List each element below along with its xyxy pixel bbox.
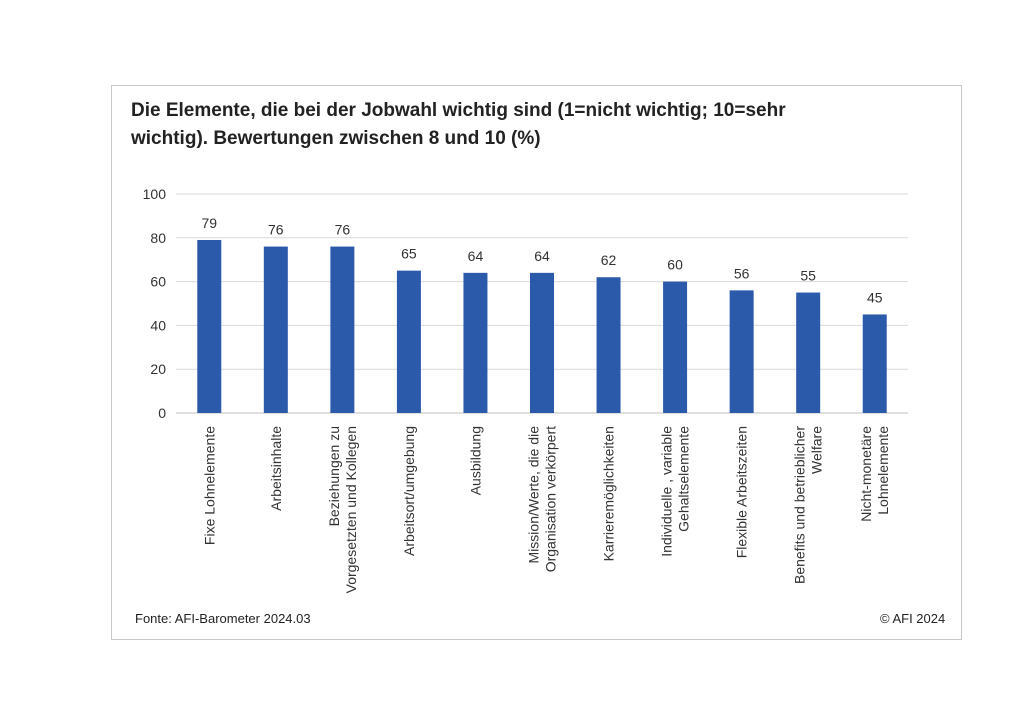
data-label: 76 (268, 222, 284, 238)
data-label: 76 (335, 222, 351, 238)
x-tick-label-line: Benefits und betrieblicher (792, 426, 808, 584)
data-label: 60 (667, 257, 683, 273)
data-label: 79 (201, 215, 217, 231)
x-tick-label: Flexible Arbeitszeiten (734, 426, 750, 558)
bar (596, 277, 621, 413)
x-tick-label: Karrieremöglichkeiten (601, 426, 617, 561)
x-tick-label: Arbeitsinhalte (268, 426, 284, 511)
x-tick-label-line: Vorgesetzten und Kollegen (343, 426, 359, 593)
x-tick-label: Benefits und betrieblicher Welfare (792, 426, 825, 584)
chart-title-line-1: Die Elemente, die bei der Jobwahl wichti… (131, 100, 786, 121)
y-tick-label: 40 (150, 317, 166, 333)
bar (330, 246, 355, 413)
y-tick-label: 80 (150, 230, 166, 246)
data-label: 55 (800, 268, 816, 284)
y-tick-label: 100 (143, 186, 167, 202)
x-tick-label-line: Lohnelemente (875, 426, 891, 515)
data-label: 64 (468, 248, 484, 264)
x-tick-label-line: Individuelle , variable (659, 426, 675, 557)
bar (263, 246, 288, 413)
x-tick-label: Arbeitsort/umgebung (401, 426, 417, 556)
x-tick-label-line: Arbeitsinhalte (268, 426, 284, 511)
x-tick-label: Mission/Werte, die die Organisation verkö… (526, 426, 559, 573)
bar (663, 281, 688, 413)
bar (729, 290, 754, 413)
x-tick-label-line: Nicht-monetäre (858, 426, 874, 522)
x-tick-label-line: Beziehungen zu (326, 426, 342, 526)
x-tick-label-line: Welfare (809, 426, 825, 474)
x-tick-label: Nicht-monetäre Lohnelemente (858, 426, 891, 522)
x-tick-label-line: Organisation verkörpert (543, 426, 559, 572)
y-tick-label: 60 (150, 274, 166, 290)
x-tick-label-line: Flexible Arbeitszeiten (734, 426, 750, 558)
bar (796, 292, 821, 413)
x-tick-label-line: Arbeitsort/umgebung (401, 426, 417, 556)
x-tick-label-line: Karrieremöglichkeiten (601, 426, 617, 561)
x-tick-label-line: Mission/Werte, die die (526, 426, 542, 564)
data-label: 56 (734, 265, 750, 281)
data-label: 65 (401, 246, 417, 262)
bar (862, 314, 887, 413)
bar (530, 272, 554, 413)
chart-title-line-2: wichtig). Bewertungen zwischen 8 und 10 … (131, 128, 541, 149)
y-tick-label: 20 (150, 361, 166, 377)
x-tick-label-line: Fixe Lohnelemente (201, 426, 217, 545)
x-tick-label-line: Ausbildung (467, 426, 483, 495)
chart-title: Die Elemente, die bei der Jobwahl wichti… (131, 97, 831, 153)
data-label: 64 (534, 248, 550, 264)
bar (463, 272, 488, 413)
x-tick-label-line: Gehaltselemente (676, 426, 692, 532)
x-tick-label: Individuelle , variable Gehaltselemente (659, 426, 692, 557)
y-tick-label: 0 (158, 405, 166, 421)
x-tick-label: Ausbildung (467, 426, 483, 495)
bar (197, 239, 222, 413)
source-note: Fonte: AFI-Barometer 2024.03 (135, 611, 311, 626)
data-label: 62 (601, 252, 617, 268)
copyright-note: © AFI 2024 (880, 611, 946, 626)
data-label: 45 (867, 289, 883, 305)
bar (396, 270, 421, 413)
x-tick-label: Fixe Lohnelemente (201, 426, 217, 545)
x-tick-label: Beziehungen zu Vorgesetzten und Kollegen (326, 426, 359, 593)
